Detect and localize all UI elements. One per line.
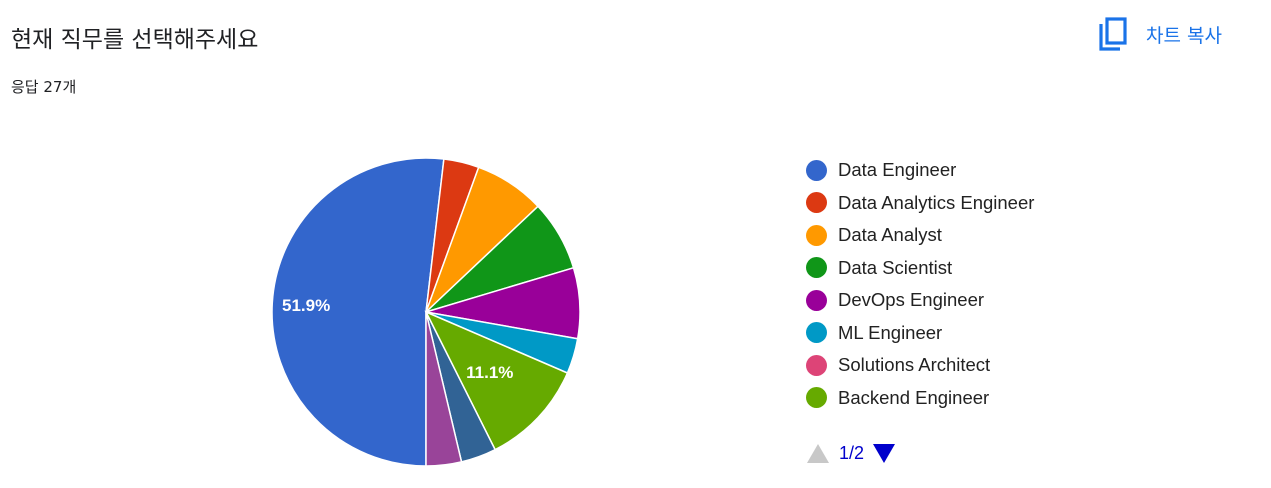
legend-swatch	[806, 192, 827, 214]
legend-item: Solutions Architect	[806, 349, 1034, 382]
copy-icon	[1098, 16, 1128, 52]
legend-item: Backend Engineer	[806, 382, 1034, 415]
legend-pager: 1/2	[807, 443, 896, 464]
legend-swatch	[806, 387, 827, 409]
legend-item: Data Scientist	[806, 252, 1034, 285]
copy-chart-label: 차트 복사	[1146, 24, 1222, 47]
legend-item: Data Analyst	[806, 219, 1034, 252]
chart-title: 현재 직무를 선택해주세요	[11, 27, 259, 53]
response-count: 응답 27개	[11, 78, 77, 96]
legend-swatch	[806, 354, 827, 376]
legend-swatch	[806, 257, 827, 279]
legend-item: DevOps Engineer	[806, 284, 1034, 317]
copy-chart-button[interactable]: 차트 복사	[1098, 16, 1222, 52]
pie-slice-data-engineer	[271, 157, 445, 467]
previous-page-icon	[807, 444, 829, 463]
legend-label: Backend Engineer	[838, 386, 990, 408]
chart-legend: Data Engineer Data Analytics Engineer Data…	[806, 154, 1034, 414]
legend-label: Solutions Architect	[838, 354, 991, 376]
legend-swatch	[806, 322, 827, 344]
legend-swatch	[806, 289, 827, 311]
legend-item: Data Engineer	[806, 154, 1034, 187]
pie-data-label: 11.1%	[466, 363, 513, 382]
legend-label: Data Engineer	[838, 159, 957, 181]
pie-data-label: 51.9%	[282, 296, 330, 315]
legend-label: ML Engineer	[838, 321, 943, 343]
legend-item: Data Analytics Engineer	[806, 187, 1034, 220]
legend-label: Data Scientist	[838, 256, 953, 278]
legend-swatch	[806, 159, 827, 181]
legend-label: Data Analytics Engineer	[838, 191, 1035, 213]
legend-swatch	[806, 224, 827, 246]
legend-page-indicator: 1/2	[839, 443, 865, 463]
pie-chart: 51.9% 11.1%	[271, 157, 581, 467]
pie-slice-series-9	[425, 311, 463, 467]
legend-item: ML Engineer	[806, 317, 1034, 350]
legend-label: DevOps Engineer	[838, 289, 985, 311]
pie-slice-backend-engineer	[424, 310, 569, 451]
next-page-icon[interactable]	[873, 444, 896, 463]
legend-label: Data Analyst	[838, 224, 942, 246]
